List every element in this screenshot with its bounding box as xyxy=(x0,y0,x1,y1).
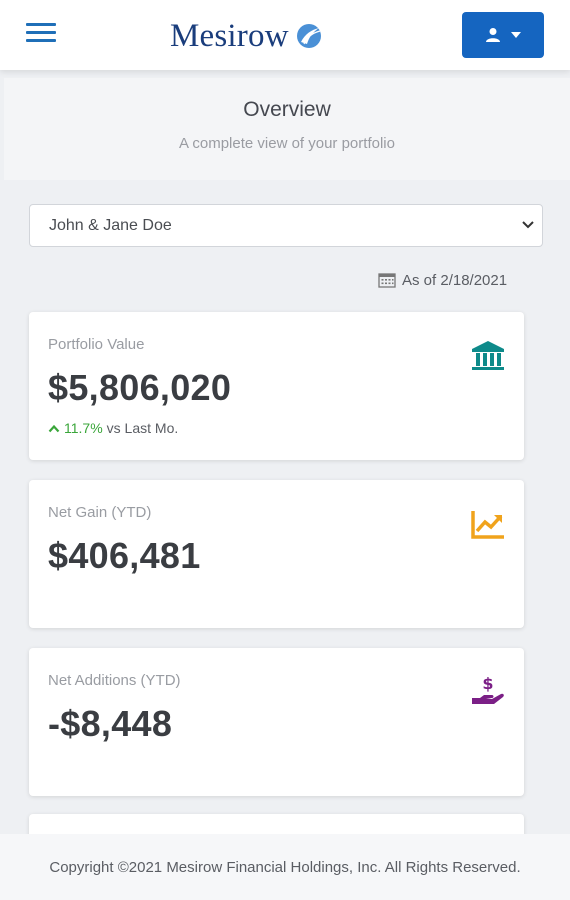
net-gain-card[interactable]: Net Gain (YTD) $406,481 xyxy=(29,480,524,628)
logo-mark-icon xyxy=(296,24,321,48)
trend-chart-icon xyxy=(471,511,504,539)
account-select[interactable]: John & Jane Doe xyxy=(29,204,543,247)
user-menu-button[interactable] xyxy=(462,12,544,58)
overview-header: Overview A complete view of your portfol… xyxy=(4,78,570,180)
change-text: vs Last Mo. xyxy=(106,420,179,436)
as-of-text: As of 2/18/2021 xyxy=(402,271,508,289)
card-value: $5,806,020 xyxy=(48,367,232,408)
card-label: Net Additions (YTD) xyxy=(48,672,181,689)
top-navbar: Mesirow xyxy=(0,0,570,70)
copyright-text: Copyright ©2021 Mesirow Financial Holdin… xyxy=(49,858,521,876)
page-subtitle: A complete view of your portfolio xyxy=(179,135,395,152)
card-label: Net Gain (YTD) xyxy=(48,504,152,521)
net-additions-card[interactable]: Net Additions (YTD) -$8,448 $ xyxy=(29,648,524,796)
calendar-icon xyxy=(378,273,396,288)
hamburger-menu-icon[interactable] xyxy=(26,23,58,45)
caret-down-icon xyxy=(511,32,521,38)
dollar-hand-icon: $ xyxy=(472,674,504,704)
card-label: Portfolio Value xyxy=(48,336,145,353)
user-icon xyxy=(486,28,500,42)
card-value: $406,481 xyxy=(48,535,201,576)
chevron-down-icon xyxy=(522,221,534,229)
logo-text: Mesirow xyxy=(170,17,289,54)
account-select-value: John & Jane Doe xyxy=(49,216,172,234)
page-title: Overview xyxy=(243,98,331,121)
change-indicator: 11.7% vs Last Mo. xyxy=(48,420,178,436)
card-value: -$8,448 xyxy=(48,703,173,744)
as-of-date: As of 2/18/2021 xyxy=(378,270,507,290)
chevron-up-icon xyxy=(48,424,60,432)
svg-text:$: $ xyxy=(482,674,493,693)
portfolio-value-card[interactable]: Portfolio Value $5,806,020 11.7% vs Last… xyxy=(29,312,524,460)
footer: Copyright ©2021 Mesirow Financial Holdin… xyxy=(0,834,570,900)
change-percent: 11.7% xyxy=(64,420,103,436)
mesirow-logo[interactable]: Mesirow xyxy=(170,16,323,56)
bank-icon xyxy=(472,341,504,370)
